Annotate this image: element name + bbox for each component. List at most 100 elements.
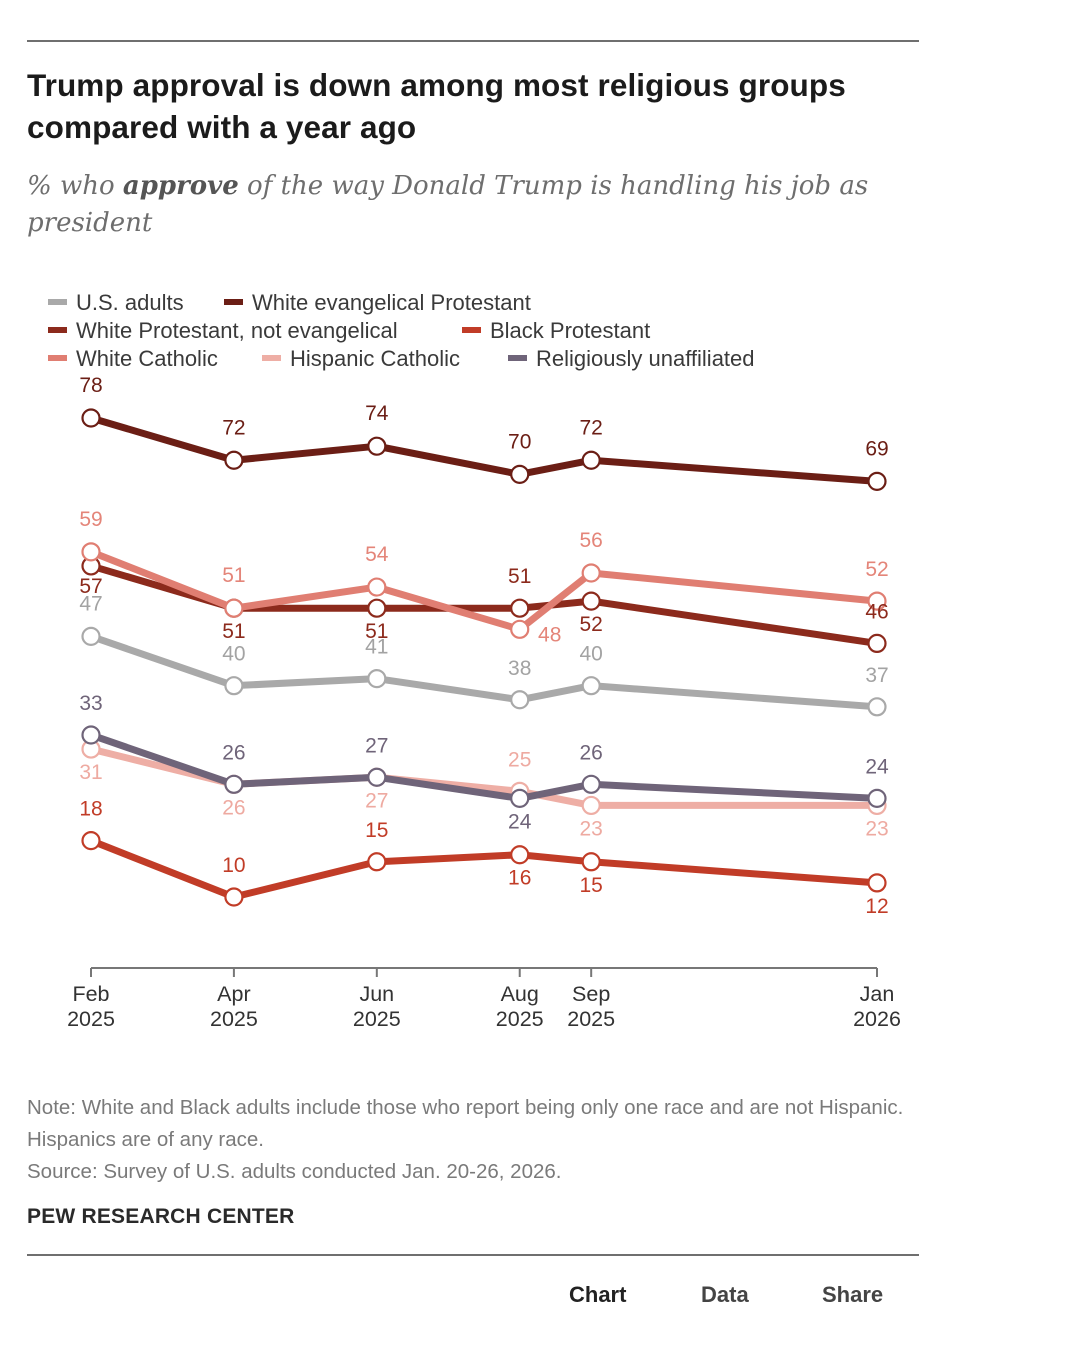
chart-notes: Note: White and Black adults include tho… (27, 1092, 927, 1188)
data-point (224, 887, 244, 907)
data-point (224, 676, 244, 696)
data-point (81, 542, 101, 562)
data-label: 40 (222, 643, 245, 666)
data-label: 46 (865, 600, 888, 623)
legend-swatch (508, 355, 527, 361)
data-point (367, 852, 387, 872)
labels-white-catholic: 59 51 54 48 56 52 (79, 508, 888, 646)
labels-white-evangelical-protestant: 78 72 74 70 72 69 (79, 374, 888, 460)
legend-label: U.S. adults (76, 290, 184, 315)
data-label: 31 (79, 761, 102, 784)
data-point (367, 767, 387, 787)
legend-swatch (224, 299, 243, 305)
legend-label: White Catholic (76, 346, 218, 371)
data-point (867, 633, 887, 654)
data-point (224, 774, 244, 794)
data-label: 33 (79, 692, 102, 715)
subtitle-emphasis: approve (122, 171, 239, 201)
labels-u-s-adults: 47 40 41 38 40 37 (79, 592, 888, 686)
data-label: 57 (79, 575, 102, 598)
data-label: 24 (508, 810, 532, 833)
data-label: 69 (865, 437, 888, 460)
legend-swatch (48, 327, 67, 333)
data-point (581, 591, 601, 611)
data-label: 27 (365, 734, 388, 757)
data-label: 51 (365, 620, 388, 643)
data-point (510, 598, 530, 618)
series-religiously-unaffiliated (81, 725, 887, 808)
tab-chart[interactable]: Chart (569, 1282, 627, 1307)
data-label: 18 (79, 798, 102, 821)
legend-label: Black Protestant (490, 318, 650, 343)
data-label: 24 (865, 755, 889, 778)
x-tick-label-year: 2025 (67, 1007, 115, 1031)
x-axis: Feb2025Apr2025Jun2025Aug2025Sep2025Jan20… (67, 967, 901, 1031)
data-label: 27 (365, 789, 388, 812)
data-label: 74 (365, 402, 389, 425)
legend-item-religiously-unaffiliated: Religiously unaffiliated (508, 346, 755, 371)
data-point (224, 450, 244, 470)
legend-swatch (262, 355, 281, 361)
data-label: 72 (580, 416, 603, 439)
x-tick-label-year: 2025 (210, 1007, 258, 1031)
x-tick-label-year: 2026 (853, 1007, 901, 1031)
data-label: 15 (365, 819, 388, 842)
data-label: 15 (580, 874, 603, 897)
data-label: 47 (79, 592, 102, 615)
chart-title: Trump approval is down among most religi… (27, 67, 846, 145)
x-tick-label-month: Aug (501, 982, 539, 1006)
data-point (867, 471, 887, 491)
x-tick-label-year: 2025 (567, 1007, 615, 1031)
legend-item-black-protestant: Black Protestant (462, 318, 650, 343)
data-label: 16 (508, 867, 531, 890)
data-label: 51 (508, 565, 531, 588)
data-label: 37 (865, 664, 888, 687)
data-point (510, 845, 530, 865)
data-label: 12 (865, 895, 888, 918)
bottom-rule (27, 1254, 919, 1256)
series-white-evangelical-protestant (81, 408, 887, 491)
labels-hispanic-catholic: 31 26 27 25 23 23 (79, 748, 888, 840)
brand-logo-text: PEW RESEARCH CENTER (27, 1205, 295, 1228)
x-tick-label-month: Feb (72, 982, 109, 1006)
series-line (87, 562, 881, 647)
data-point (367, 598, 387, 618)
data-label: 26 (580, 741, 603, 764)
source-text: Source: Survey of U.S. adults conducted … (27, 1160, 562, 1183)
tab-data[interactable]: Data (701, 1282, 749, 1307)
data-point (367, 669, 387, 689)
data-label: 78 (79, 374, 102, 397)
data-point (81, 626, 101, 646)
data-label: 70 (508, 430, 531, 453)
legend-item-u-s-adults: U.S. adults (48, 290, 184, 315)
x-tick-label-month: Jan (860, 982, 895, 1006)
legend-label: Religiously unaffiliated (536, 346, 755, 371)
tab-share[interactable]: Share (822, 1282, 884, 1307)
data-point (81, 408, 101, 428)
data-point (581, 563, 601, 583)
x-tick-label-month: Apr (217, 982, 250, 1006)
data-label: 25 (508, 748, 531, 771)
data-point (367, 577, 387, 597)
series-line (87, 731, 881, 802)
data-label: 54 (365, 543, 389, 566)
x-tick-label-month: Jun (359, 982, 394, 1006)
data-point (81, 725, 101, 745)
data-point (581, 795, 601, 816)
legend-swatch (462, 327, 481, 333)
data-point (867, 873, 887, 893)
chart-legend: U.S. adults White evangelical Protestant W… (48, 290, 755, 371)
legend-item-white-protestant-not-evangelical: White Protestant, not evangelical (48, 318, 398, 343)
data-point (224, 598, 244, 618)
labels-black-protestant: 18 10 15 16 15 12 (79, 798, 888, 918)
series-lines (81, 408, 887, 907)
data-point (581, 450, 601, 470)
legend-item-white-evangelical-protestant: White evangelical Protestant (224, 290, 531, 315)
chart-subtitle: % who approve of the way Donald Trump is… (27, 168, 927, 242)
data-label: 23 (865, 817, 888, 840)
data-point (81, 831, 101, 851)
data-label: 52 (580, 613, 603, 636)
data-point (367, 436, 387, 456)
data-label: 56 (580, 529, 603, 552)
data-point (510, 690, 530, 710)
